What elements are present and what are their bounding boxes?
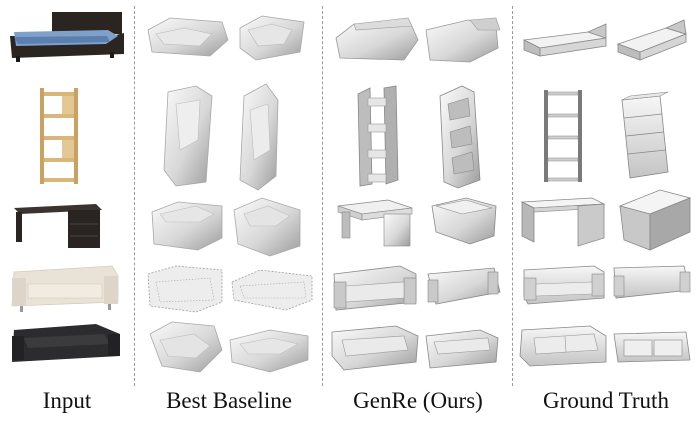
gt-sofa-black-mesh <box>519 325 691 367</box>
genre-sofa-beige-mesh <box>333 265 501 311</box>
baseline-bookshelf-mesh <box>163 83 279 191</box>
baseline-bed-mesh <box>147 15 305 61</box>
row-sofa-beige <box>11 265 691 313</box>
genre-sofa-black-mesh <box>331 325 499 371</box>
genre-desk-mesh <box>337 197 497 247</box>
row-sofa-black <box>12 321 691 373</box>
input-bookshelf-image <box>40 88 78 184</box>
column-label-best-baseline: Best Baseline <box>166 388 292 413</box>
divider-2 <box>322 6 323 386</box>
gt-sofa-beige-mesh <box>523 265 691 305</box>
input-bed-image <box>10 12 124 62</box>
column-label-genre: GenRe (Ours) <box>353 388 483 413</box>
input-sofa-black-image <box>12 324 120 362</box>
gt-bed-mesh <box>522 19 688 61</box>
input-sofa-beige-image <box>11 265 119 312</box>
divider-1 <box>134 6 135 386</box>
row-bookshelf <box>40 83 669 191</box>
genre-bookshelf-mesh <box>357 85 481 189</box>
baseline-sofa-black-mesh <box>149 321 309 373</box>
gt-bookshelf-mesh <box>544 90 669 182</box>
input-desk-image <box>14 204 102 248</box>
divider-3 <box>512 6 513 386</box>
baseline-desk-mesh <box>151 197 301 257</box>
row-desk <box>14 189 692 257</box>
column-label-ground-truth: Ground Truth <box>543 388 669 413</box>
column-label-input: Input <box>42 388 92 413</box>
baseline-sofa-beige-mesh <box>147 265 313 313</box>
row-bed <box>10 12 688 63</box>
gt-desk-mesh <box>520 189 692 251</box>
genre-bed-mesh <box>335 17 501 63</box>
